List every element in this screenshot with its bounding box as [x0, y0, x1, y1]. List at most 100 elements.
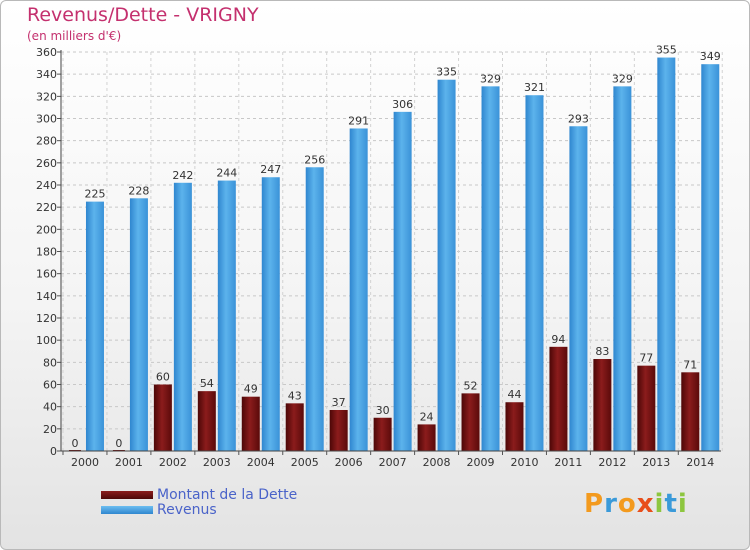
- y-tick-label: 300: [36, 113, 57, 126]
- bar-revenus: [305, 167, 324, 451]
- data-label-revenus: 306: [392, 98, 413, 111]
- logo-letter: t: [664, 489, 678, 519]
- data-label-dette: 83: [595, 345, 609, 358]
- data-label-revenus: 244: [216, 167, 237, 180]
- y-tick-label: 260: [36, 157, 57, 170]
- y-tick-label: 280: [36, 135, 57, 148]
- data-label-revenus: 225: [84, 188, 105, 201]
- data-label-dette: 52: [464, 379, 478, 392]
- logo-letter: i: [654, 489, 665, 519]
- legend-label-revenus: Revenus: [157, 501, 217, 518]
- bar-revenus: [613, 86, 632, 451]
- x-tick-label: 2011: [554, 456, 582, 469]
- bar-revenus: [349, 128, 368, 451]
- y-tick-label: 80: [43, 356, 57, 369]
- bar-revenus: [261, 177, 280, 451]
- y-tick-label: 160: [36, 268, 57, 281]
- data-label-dette: 0: [115, 437, 122, 450]
- data-label-revenus: 349: [700, 50, 721, 63]
- data-label-dette: 30: [376, 404, 390, 417]
- data-label-revenus: 293: [568, 112, 589, 125]
- y-tick-label: 100: [36, 334, 57, 347]
- legend-item-dette: Montant de la Dette: [101, 486, 298, 503]
- y-tick-label: 0: [50, 445, 57, 458]
- proxiti-logo: Proxiti: [584, 489, 688, 519]
- bar-dette: [417, 424, 436, 451]
- logo-letter: i: [677, 489, 688, 519]
- y-tick-label: 120: [36, 312, 57, 325]
- logo-letter: o: [617, 489, 637, 519]
- bar-dette: [373, 417, 392, 451]
- chart-title: Revenus/Dette - VRIGNY: [27, 4, 259, 26]
- x-tick-label: 2005: [291, 456, 319, 469]
- y-tick-label: 200: [36, 223, 57, 236]
- bar-dette: [593, 359, 612, 451]
- x-tick-label: 2014: [686, 456, 714, 469]
- bar-dette: [637, 365, 656, 451]
- x-tick-label: 2002: [159, 456, 187, 469]
- data-label-dette: 24: [420, 410, 434, 423]
- y-tick-label: 320: [36, 90, 57, 103]
- bar-dette: [197, 391, 216, 451]
- bar-revenus: [569, 126, 588, 451]
- data-label-revenus: 329: [480, 72, 501, 85]
- x-tick-label: 2009: [467, 456, 495, 469]
- data-label-revenus: 242: [172, 169, 193, 182]
- logo-letter: r: [604, 489, 618, 519]
- chart-subtitle: (en milliers d'€): [27, 29, 122, 43]
- bar-revenus: [217, 180, 236, 452]
- data-label-dette: 49: [244, 383, 258, 396]
- y-tick-label: 180: [36, 246, 57, 259]
- x-tick-label: 2001: [115, 456, 143, 469]
- x-tick-label: 2007: [379, 456, 407, 469]
- y-tick-label: 360: [36, 46, 57, 59]
- data-label-dette: 44: [507, 388, 521, 401]
- bar-dette: [461, 393, 480, 451]
- data-label-dette: 71: [683, 358, 697, 371]
- x-tick-label: 2006: [335, 456, 363, 469]
- bar-revenus: [173, 182, 192, 452]
- data-label-revenus: 228: [128, 184, 149, 197]
- x-tick-label: 2012: [598, 456, 626, 469]
- data-label-revenus: 321: [524, 81, 545, 94]
- x-tick-label: 2000: [71, 456, 99, 469]
- bar-dette: [329, 409, 348, 451]
- bar-revenus: [701, 64, 720, 452]
- data-label-dette: 0: [71, 437, 78, 450]
- bar-dette: [153, 384, 172, 451]
- x-tick-label: 2003: [203, 456, 231, 469]
- y-tick-label: 140: [36, 290, 57, 303]
- y-tick-label: 20: [43, 423, 57, 436]
- legend-label-dette: Montant de la Dette: [157, 486, 298, 503]
- x-tick-label: 2010: [510, 456, 538, 469]
- data-label-revenus: 256: [304, 153, 325, 166]
- data-label-revenus: 355: [656, 44, 677, 57]
- bar-revenus: [393, 111, 412, 451]
- x-tick-label: 2008: [423, 456, 451, 469]
- bar-dette: [681, 372, 700, 451]
- y-tick-label: 60: [43, 379, 57, 392]
- data-label-dette: 60: [156, 371, 170, 384]
- bar-dette: [549, 346, 568, 451]
- bar-revenus: [85, 201, 104, 451]
- bar-revenus: [525, 95, 544, 451]
- data-label-revenus: 335: [436, 66, 457, 79]
- y-tick-label: 40: [43, 401, 57, 414]
- bar-revenus: [481, 86, 500, 451]
- data-label-dette: 77: [639, 352, 653, 365]
- y-tick-label: 240: [36, 179, 57, 192]
- legend-swatch-revenus: [101, 505, 153, 514]
- data-label-dette: 54: [200, 377, 214, 390]
- data-label-revenus: 291: [348, 114, 369, 127]
- bar-dette: [505, 402, 524, 451]
- legend-item-revenus: Revenus: [101, 501, 297, 518]
- legend-swatch-dette: [101, 490, 153, 499]
- bar-revenus: [437, 79, 456, 451]
- bar-dette: [285, 403, 304, 451]
- chart-legend: Montant de la Dette Revenus: [101, 486, 298, 518]
- data-label-revenus: 247: [260, 163, 281, 176]
- data-label-dette: 94: [551, 333, 565, 346]
- data-label-dette: 43: [288, 389, 302, 402]
- x-tick-label: 2013: [642, 456, 670, 469]
